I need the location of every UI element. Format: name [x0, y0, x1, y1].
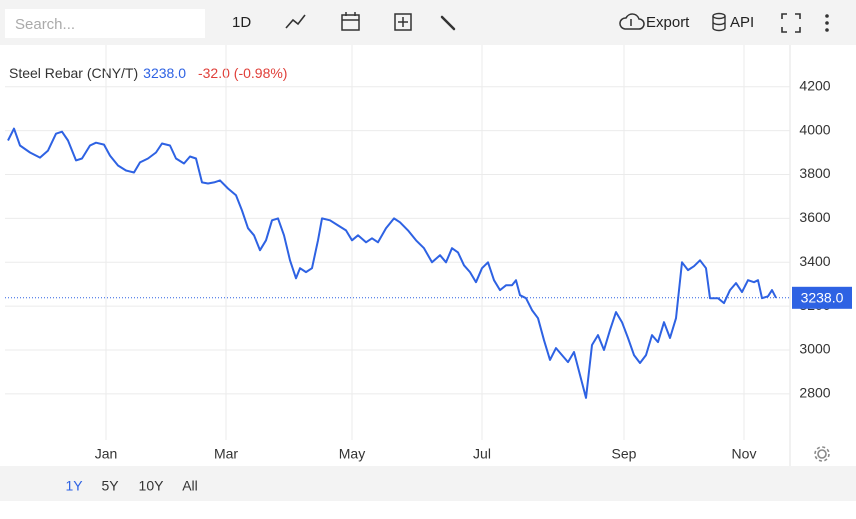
chart-header: Steel Rebar (CNY/T) 3238.0 -32.0 (-0.98%) [9, 65, 287, 81]
x-tick-label: Sep [612, 446, 637, 462]
chart-title: Steel Rebar (CNY/T) [9, 65, 138, 81]
x-tick-label: Mar [214, 446, 238, 462]
y-tick-label: 4000 [799, 121, 830, 137]
settings-icon[interactable] [814, 446, 830, 462]
chart-type-icon[interactable] [285, 14, 306, 29]
price-line [7, 127, 777, 399]
y-tick-label: 3000 [799, 341, 830, 357]
x-tick-label: Jan [95, 446, 118, 462]
y-tick-label: 3400 [799, 253, 830, 269]
y-tick-label: 2800 [799, 385, 830, 401]
api-button[interactable]: API [730, 14, 754, 31]
y-tick-label: 3600 [799, 209, 830, 225]
range-button[interactable]: 10Y [139, 478, 165, 494]
export-button[interactable]: Export [646, 14, 690, 31]
y-tick-label: 4200 [799, 77, 830, 93]
menu-icon[interactable] [825, 14, 829, 32]
x-tick-label: May [339, 446, 365, 462]
range-button[interactable]: 5Y [101, 478, 119, 494]
calendar-icon[interactable] [341, 12, 360, 31]
export-icon[interactable] [619, 13, 645, 30]
y-tick-label: 3800 [799, 165, 830, 181]
range-button[interactable]: 1Y [65, 478, 83, 494]
x-tick-label: Jul [473, 446, 491, 462]
add-icon[interactable] [394, 13, 412, 31]
last-price: 3238.0 [143, 65, 186, 81]
x-tick-label: Nov [732, 446, 757, 462]
last-price-tag-label: 3238.0 [801, 290, 844, 306]
search-placeholder[interactable]: Search... [15, 16, 75, 33]
price-change: -32.0 (-0.98%) [198, 65, 287, 81]
tools-icon[interactable] [440, 15, 456, 31]
toolbar: Search... 1D Export API [0, 0, 856, 45]
range-button[interactable]: All [182, 478, 198, 494]
search-box[interactable] [5, 9, 205, 38]
interval-button[interactable]: 1D [232, 14, 251, 31]
range-bar [0, 466, 856, 501]
fullscreen-icon[interactable] [781, 13, 801, 33]
api-icon[interactable] [712, 12, 726, 32]
last-price-tag [792, 286, 852, 309]
